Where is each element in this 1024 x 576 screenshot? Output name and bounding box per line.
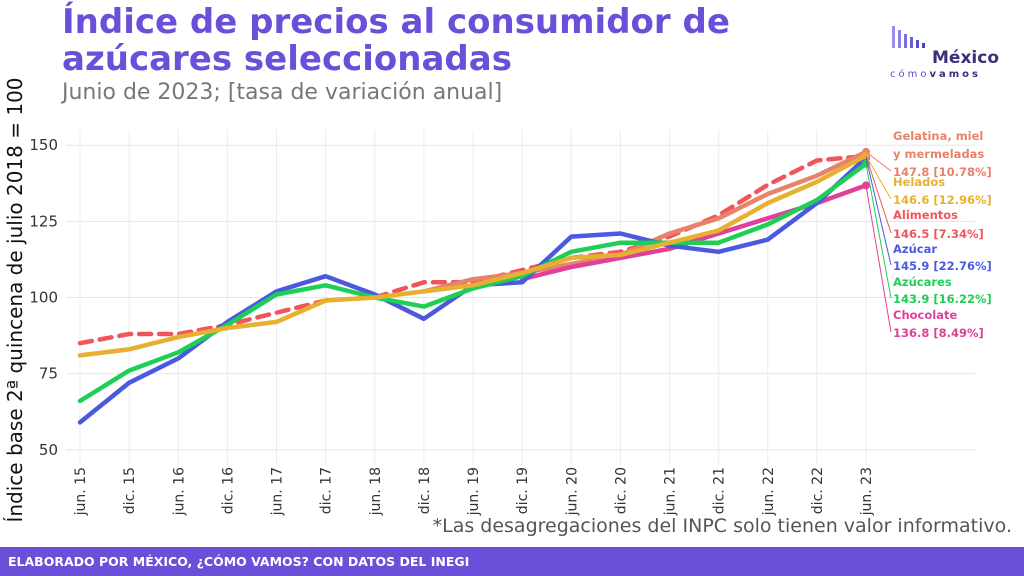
label-connector bbox=[865, 151, 892, 172]
series-label: Azúcar bbox=[893, 242, 937, 256]
x-tick-label: dic. 16 bbox=[220, 467, 236, 514]
label-connector bbox=[865, 185, 892, 333]
x-tick-label: jun. 15 bbox=[73, 467, 89, 516]
logo-subtitle: cómovamos bbox=[890, 69, 981, 80]
mexico-como-vamos-logo: México cómovamos bbox=[888, 22, 1008, 82]
series-label: Helados bbox=[893, 175, 945, 189]
footer-bar: ELABORADO POR MÉXICO, ¿CÓMO VAMOS? CON D… bbox=[0, 547, 1024, 576]
series-end-value: 143.9 [16.22%] bbox=[893, 292, 992, 306]
label-connector bbox=[865, 155, 892, 200]
series-label: Alimentos bbox=[893, 208, 958, 222]
series-label: Chocolate bbox=[893, 308, 957, 322]
x-tick-label: dic. 17 bbox=[319, 467, 335, 514]
series-label: Gelatina, miel bbox=[893, 129, 983, 143]
label-connector bbox=[865, 157, 892, 266]
x-tick-label: dic. 15 bbox=[122, 467, 138, 514]
footnote: *Las desagregaciones del INPC solo tiene… bbox=[432, 515, 1012, 537]
x-tick-label: jun. 16 bbox=[171, 467, 187, 516]
label-connector bbox=[865, 155, 892, 234]
x-tick-label: jun. 18 bbox=[368, 467, 384, 516]
x-tick-label: jun. 17 bbox=[270, 467, 286, 516]
series-label: Azúcares bbox=[893, 275, 952, 289]
x-tick-label: dic. 18 bbox=[417, 467, 433, 514]
series-end-value: 146.6 [12.96%] bbox=[893, 193, 992, 207]
y-tick-label: 50 bbox=[39, 441, 58, 459]
label-connector bbox=[865, 163, 892, 299]
y-tick-label: 100 bbox=[29, 289, 58, 307]
series-end-value: 136.8 [8.49%] bbox=[893, 326, 984, 340]
series-line bbox=[77, 161, 869, 404]
series-line bbox=[77, 153, 869, 358]
chart-title: Índice de precios al consumidor de azúca… bbox=[62, 2, 730, 79]
x-tick-label: jun. 22 bbox=[761, 467, 777, 516]
x-tick-label: dic. 19 bbox=[515, 467, 531, 514]
logo-bars-icon bbox=[892, 26, 925, 48]
series-line bbox=[77, 153, 869, 346]
series-end-value: 146.5 [7.34%] bbox=[893, 227, 984, 241]
x-tick-label: jun. 23 bbox=[859, 467, 875, 516]
series-end-value: 145.9 [22.76%] bbox=[893, 259, 992, 273]
x-tick-label: dic. 20 bbox=[613, 467, 629, 514]
logo-word: México bbox=[932, 48, 999, 68]
x-tick-label: jun. 21 bbox=[663, 467, 679, 516]
y-tick-label: 125 bbox=[29, 212, 58, 230]
footer-text: ELABORADO POR MÉXICO, ¿CÓMO VAMOS? CON D… bbox=[8, 554, 470, 569]
series-label: y mermeladas bbox=[893, 147, 984, 161]
chart-subtitle: Junio de 2023; [tasa de variación anual] bbox=[62, 80, 503, 105]
y-tick-label: 75 bbox=[39, 365, 58, 383]
x-tick-label: dic. 22 bbox=[810, 467, 826, 514]
series-end-value: 147.8 [10.78%] bbox=[893, 165, 992, 179]
x-tick-label: dic. 21 bbox=[712, 467, 728, 514]
x-tick-label: jun. 20 bbox=[564, 467, 580, 516]
y-tick-label: 150 bbox=[29, 136, 58, 154]
x-tick-label: jun. 19 bbox=[466, 467, 482, 516]
